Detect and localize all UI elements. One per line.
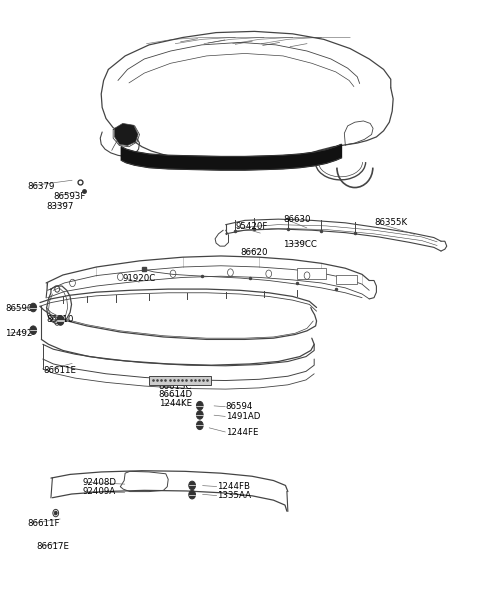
Text: 86617E: 86617E <box>36 542 70 551</box>
Polygon shape <box>121 145 341 170</box>
Text: 86910: 86910 <box>46 315 73 324</box>
Bar <box>149 376 211 385</box>
Text: 86611F: 86611F <box>27 519 60 528</box>
Text: 86614D: 86614D <box>158 390 193 399</box>
Circle shape <box>189 490 195 499</box>
Text: 86594: 86594 <box>226 402 253 411</box>
Bar <box>336 275 357 284</box>
Circle shape <box>54 511 57 515</box>
Text: 86613C: 86613C <box>158 381 192 391</box>
Circle shape <box>30 326 36 335</box>
Polygon shape <box>115 124 138 146</box>
Text: 86620: 86620 <box>240 248 267 257</box>
Text: 92409A: 92409A <box>82 487 115 496</box>
Text: 1339CC: 1339CC <box>283 240 317 249</box>
Text: 1491AD: 1491AD <box>226 412 260 421</box>
Text: 86355K: 86355K <box>374 218 407 228</box>
Text: 1335AA: 1335AA <box>217 491 251 501</box>
Text: 12492: 12492 <box>5 329 33 338</box>
Text: 83397: 83397 <box>46 202 73 212</box>
Text: 1244FB: 1244FB <box>217 482 250 491</box>
Circle shape <box>57 315 64 324</box>
Text: 86630: 86630 <box>283 215 311 224</box>
Circle shape <box>196 421 203 430</box>
Circle shape <box>196 402 203 410</box>
Text: 95420F: 95420F <box>235 222 267 231</box>
Text: 92408D: 92408D <box>82 478 116 487</box>
Text: 1244FE: 1244FE <box>226 428 258 437</box>
Text: 86379: 86379 <box>27 181 54 191</box>
Text: 86590: 86590 <box>5 304 33 313</box>
Circle shape <box>57 317 64 325</box>
Bar <box>298 268 326 279</box>
Circle shape <box>196 411 203 419</box>
Text: 86611E: 86611E <box>44 365 77 375</box>
Text: 91920C: 91920C <box>123 274 156 282</box>
Text: 86593F: 86593F <box>53 192 86 201</box>
Text: 1244KE: 1244KE <box>158 399 192 408</box>
Circle shape <box>30 303 36 312</box>
Circle shape <box>189 481 195 490</box>
